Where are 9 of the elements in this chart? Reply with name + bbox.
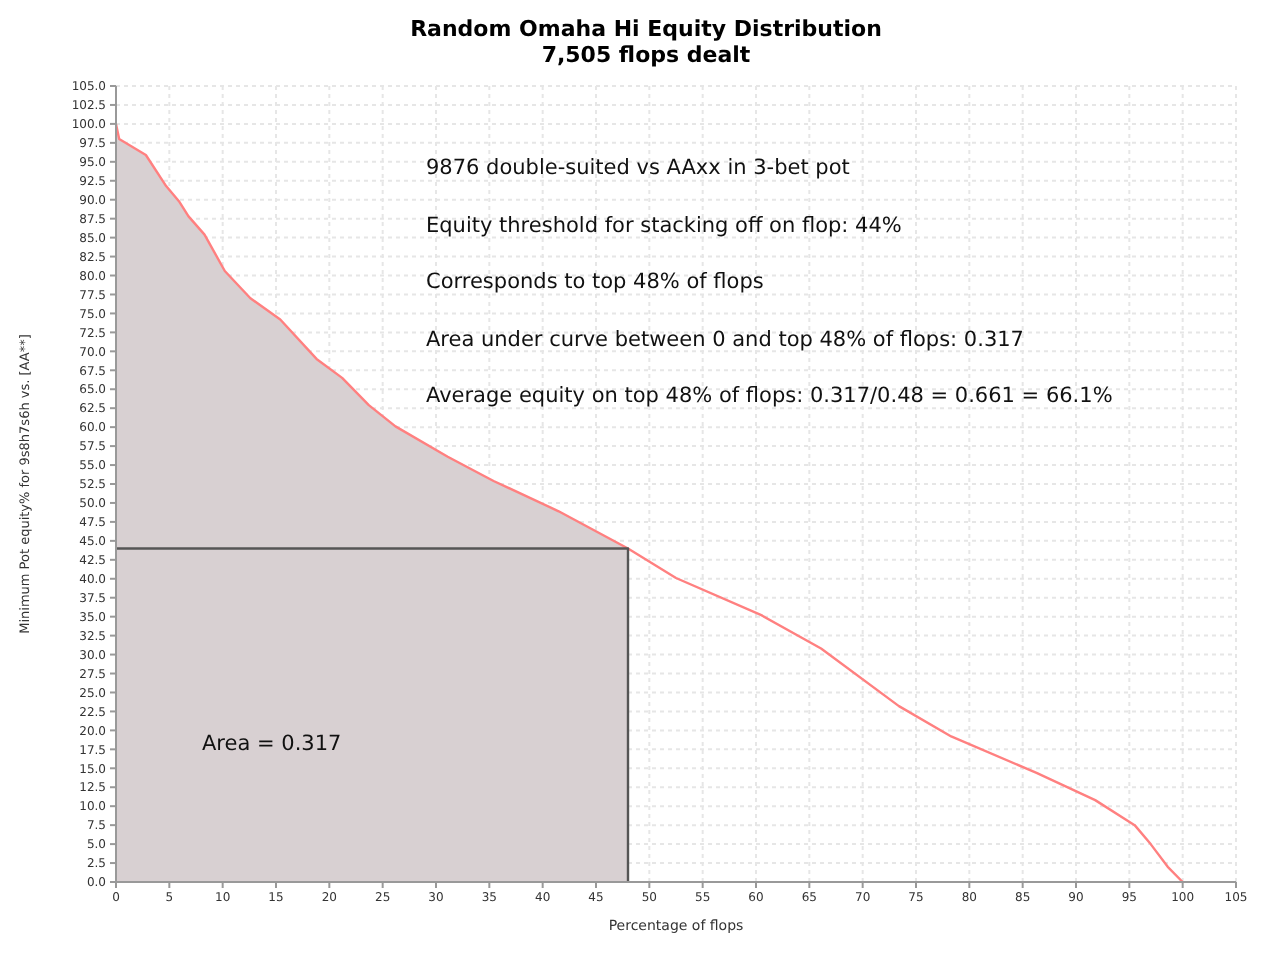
annotation: 9876 double-suited vs AAxx in 3-bet pot [426,156,850,180]
chart-subtitle: 7,505 flops dealt [539,42,753,68]
annotation: Equity threshold for stacking off on flop: 44% [426,213,902,237]
line-series [116,122,1184,882]
chart-title: Random Omaha Hi Equity Distribution [408,16,884,42]
annotation: Area = 0.317 [202,732,342,756]
annotation: Corresponds to top 48% of flops [426,270,764,294]
annotation: Area under curve between 0 and top 48% of flops: 0.317 [426,327,1024,351]
annotation: Average equity on top 48% of flops: 0.317/0.48 = 0.661 = 66.1% [426,384,1113,408]
